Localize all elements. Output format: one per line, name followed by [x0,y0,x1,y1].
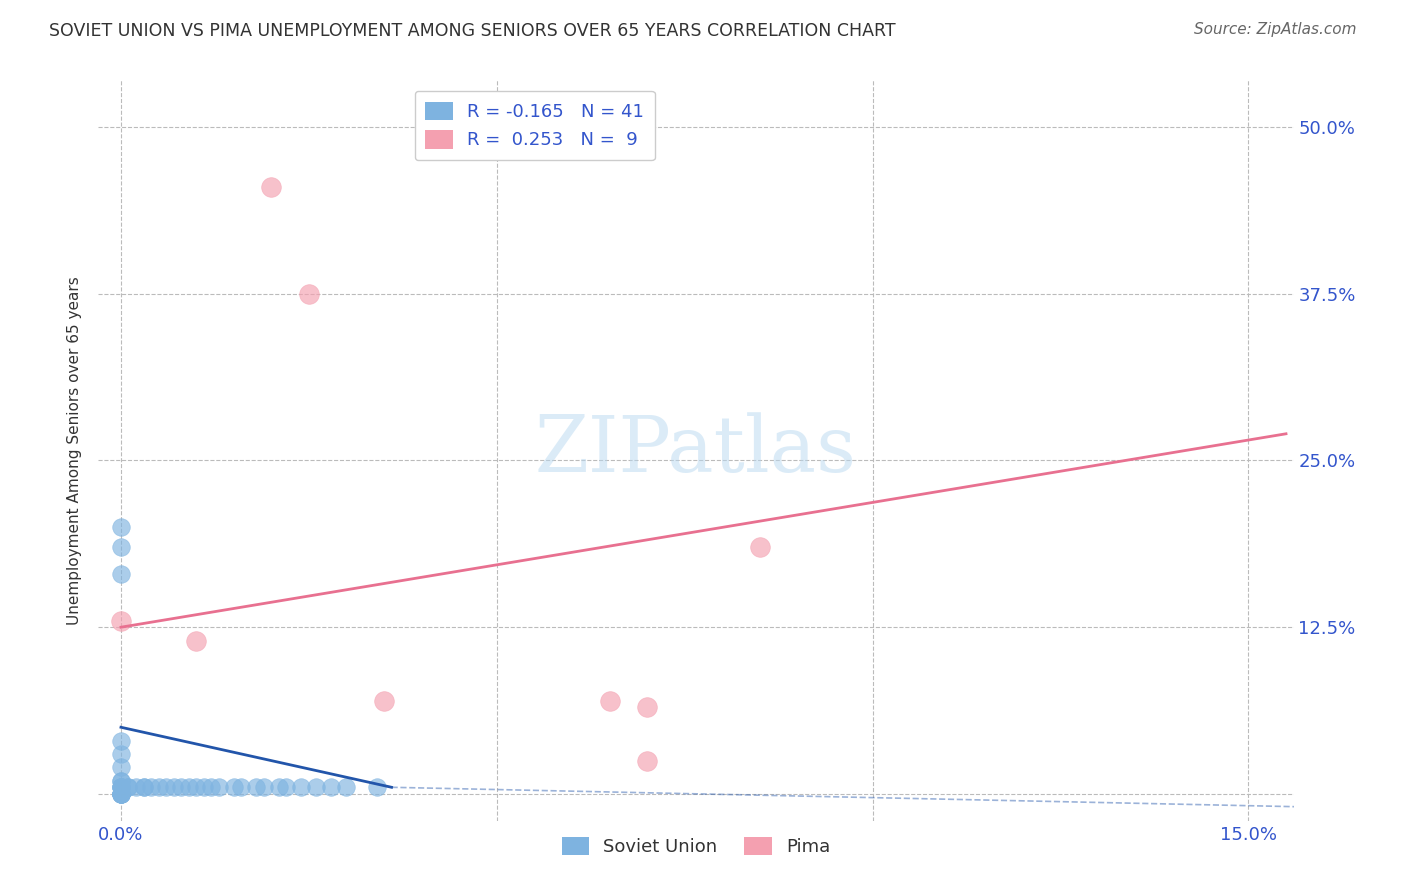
Point [748,540,770,554]
Point [155,780,177,795]
Point [366,780,388,795]
Point [110,787,132,801]
Point [110,566,132,581]
Point [162,780,184,795]
Point [193,780,215,795]
Point [110,520,132,534]
Point [110,787,132,801]
Point [222,780,245,795]
Point [110,747,132,761]
Point [110,780,132,795]
Point [373,693,395,707]
Point [636,700,658,714]
Point [110,773,132,788]
Point [267,780,290,795]
Point [290,780,312,795]
Point [110,733,132,747]
Text: Source: ZipAtlas.com: Source: ZipAtlas.com [1194,22,1357,37]
Point [132,780,155,795]
Point [184,780,207,795]
Point [298,286,321,301]
Point [177,780,200,795]
Y-axis label: Unemployment Among Seniors over 65 years: Unemployment Among Seniors over 65 years [67,277,83,624]
Point [110,780,132,795]
Point [200,780,222,795]
Point [305,780,328,795]
Legend: Soviet Union, Pima: Soviet Union, Pima [554,830,838,863]
Point [253,780,276,795]
Point [139,780,162,795]
Point [276,780,298,795]
Point [148,780,170,795]
Point [245,780,267,795]
Point [170,780,193,795]
Point [110,773,132,788]
Point [599,693,621,707]
Text: ZIPatlas: ZIPatlas [534,413,858,488]
Text: SOVIET UNION VS PIMA UNEMPLOYMENT AMONG SENIORS OVER 65 YEARS CORRELATION CHART: SOVIET UNION VS PIMA UNEMPLOYMENT AMONG … [49,22,896,40]
Point [132,780,155,795]
Point [110,614,132,628]
Point [110,787,132,801]
Point [110,540,132,554]
Point [110,787,132,801]
Point [184,633,207,648]
Point [260,180,283,194]
Point [110,787,132,801]
Point [110,760,132,774]
Point [125,780,148,795]
Point [110,787,132,801]
Point [335,780,357,795]
Point [110,780,132,795]
Point [636,754,658,768]
Point [110,780,132,795]
Point [117,780,139,795]
Point [321,780,343,795]
Point [231,780,253,795]
Point [117,780,139,795]
Point [208,780,231,795]
